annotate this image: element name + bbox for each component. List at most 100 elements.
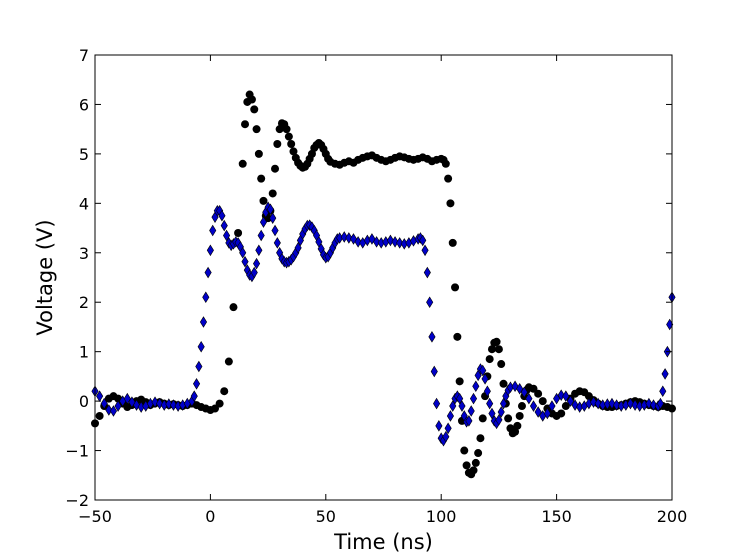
data-point-diamond bbox=[209, 224, 217, 237]
data-point-circle bbox=[259, 196, 268, 205]
data-point-circle bbox=[492, 337, 501, 346]
data-point-diamond bbox=[199, 316, 208, 328]
y-tick-label: 0 bbox=[79, 392, 89, 411]
data-point-circle bbox=[462, 461, 471, 470]
data-point-diamond bbox=[169, 399, 178, 411]
data-point-circle bbox=[234, 229, 243, 237]
data-point-diamond bbox=[608, 397, 616, 410]
data-point-diamond bbox=[656, 397, 665, 410]
data-point-diamond bbox=[495, 414, 503, 426]
data-point-diamond bbox=[486, 397, 494, 410]
data-point-circle bbox=[247, 95, 256, 104]
data-point-diamond bbox=[269, 212, 277, 224]
data-point-diamond bbox=[589, 396, 598, 408]
data-point-diamond bbox=[442, 430, 450, 443]
data-point-diamond bbox=[520, 386, 528, 398]
data-point-diamond bbox=[206, 244, 214, 257]
data-point-diamond bbox=[202, 291, 210, 304]
data-point-diamond bbox=[294, 242, 302, 254]
data-point-diamond bbox=[255, 244, 263, 257]
data-point-circle bbox=[485, 355, 494, 364]
data-point-diamond bbox=[354, 236, 362, 248]
data-point-diamond bbox=[659, 385, 667, 397]
data-point-diamond bbox=[156, 397, 164, 410]
data-point-diamond bbox=[467, 405, 475, 417]
data-point-diamond bbox=[469, 392, 478, 405]
x-tick-label: 150 bbox=[541, 507, 572, 526]
x-tick-label: 0 bbox=[205, 507, 215, 526]
plot-frame bbox=[94, 54, 673, 501]
data-point-circle bbox=[282, 125, 291, 134]
data-point-diamond bbox=[631, 399, 639, 411]
data-point-diamond bbox=[661, 368, 669, 380]
y-tick-label: 7 bbox=[79, 46, 89, 65]
data-point-diamond bbox=[497, 406, 505, 418]
data-point-diamond bbox=[271, 224, 279, 237]
data-point-circle bbox=[444, 174, 453, 183]
data-point-circle bbox=[241, 120, 250, 129]
y-tick-label: 1 bbox=[79, 343, 89, 362]
data-point-diamond bbox=[534, 406, 542, 418]
data-point-diamond bbox=[529, 400, 538, 412]
data-point-circle bbox=[215, 399, 224, 408]
data-point-circle bbox=[471, 458, 480, 467]
x-tick-label: 200 bbox=[657, 507, 688, 526]
data-point-diamond bbox=[613, 399, 621, 411]
data-point-diamond bbox=[499, 397, 508, 410]
x-axis: −50 0 50 100 150 200 bbox=[78, 55, 687, 526]
data-point-diamond bbox=[446, 410, 454, 422]
y-tick-label: 4 bbox=[79, 194, 89, 213]
data-point-diamond bbox=[345, 232, 353, 244]
data-point-diamond bbox=[428, 331, 436, 343]
data-point-diamond bbox=[114, 400, 122, 412]
data-point-circle bbox=[441, 159, 450, 168]
data-point-diamond bbox=[273, 237, 281, 249]
y-tick-label: −1 bbox=[65, 442, 89, 461]
data-point-diamond bbox=[386, 234, 394, 247]
data-point-diamond bbox=[259, 216, 268, 228]
data-point-circle bbox=[250, 105, 259, 114]
y-tick-label: 6 bbox=[79, 95, 89, 114]
data-point-diamond bbox=[481, 373, 489, 385]
data-point-circle bbox=[478, 414, 487, 423]
x-axis-title: Time (ns) bbox=[333, 530, 433, 554]
data-point-diamond bbox=[458, 400, 466, 412]
data-point-diamond bbox=[483, 385, 491, 397]
data-point-circle bbox=[534, 389, 543, 398]
data-point-circle bbox=[487, 345, 496, 354]
data-point-circle bbox=[224, 357, 233, 366]
data-point-circle bbox=[455, 377, 464, 386]
data-point-diamond bbox=[373, 236, 381, 248]
data-point-diamond bbox=[421, 244, 429, 257]
data-point-diamond bbox=[239, 247, 247, 259]
x-tick-label: 100 bbox=[426, 507, 457, 526]
series-2 bbox=[91, 201, 676, 447]
data-point-circle bbox=[448, 238, 457, 247]
data-point-circle bbox=[451, 283, 460, 292]
data-point-diamond bbox=[543, 407, 551, 420]
data-point-diamond bbox=[479, 364, 487, 377]
data-point-circle bbox=[517, 402, 526, 411]
data-point-circle bbox=[252, 125, 261, 134]
data-point-diamond bbox=[218, 209, 226, 222]
data-point-diamond bbox=[562, 390, 570, 402]
data-point-diamond bbox=[340, 231, 348, 243]
series-layer bbox=[91, 90, 676, 479]
data-point-diamond bbox=[525, 392, 533, 405]
data-point-diamond bbox=[105, 404, 113, 416]
data-point-diamond bbox=[444, 422, 452, 435]
data-point-diamond bbox=[465, 415, 473, 427]
data-point-circle bbox=[561, 402, 570, 411]
data-point-diamond bbox=[419, 234, 427, 247]
y-tick-label: 3 bbox=[79, 244, 89, 263]
data-point-circle bbox=[268, 189, 277, 198]
data-point-diamond bbox=[566, 395, 575, 407]
data-point-circle bbox=[273, 140, 282, 148]
data-point-diamond bbox=[100, 397, 108, 410]
data-point-diamond bbox=[456, 392, 464, 405]
data-point-circle bbox=[499, 379, 508, 388]
data-point-circle bbox=[474, 449, 483, 458]
data-point-diamond bbox=[250, 266, 258, 279]
data-point-diamond bbox=[192, 378, 201, 390]
